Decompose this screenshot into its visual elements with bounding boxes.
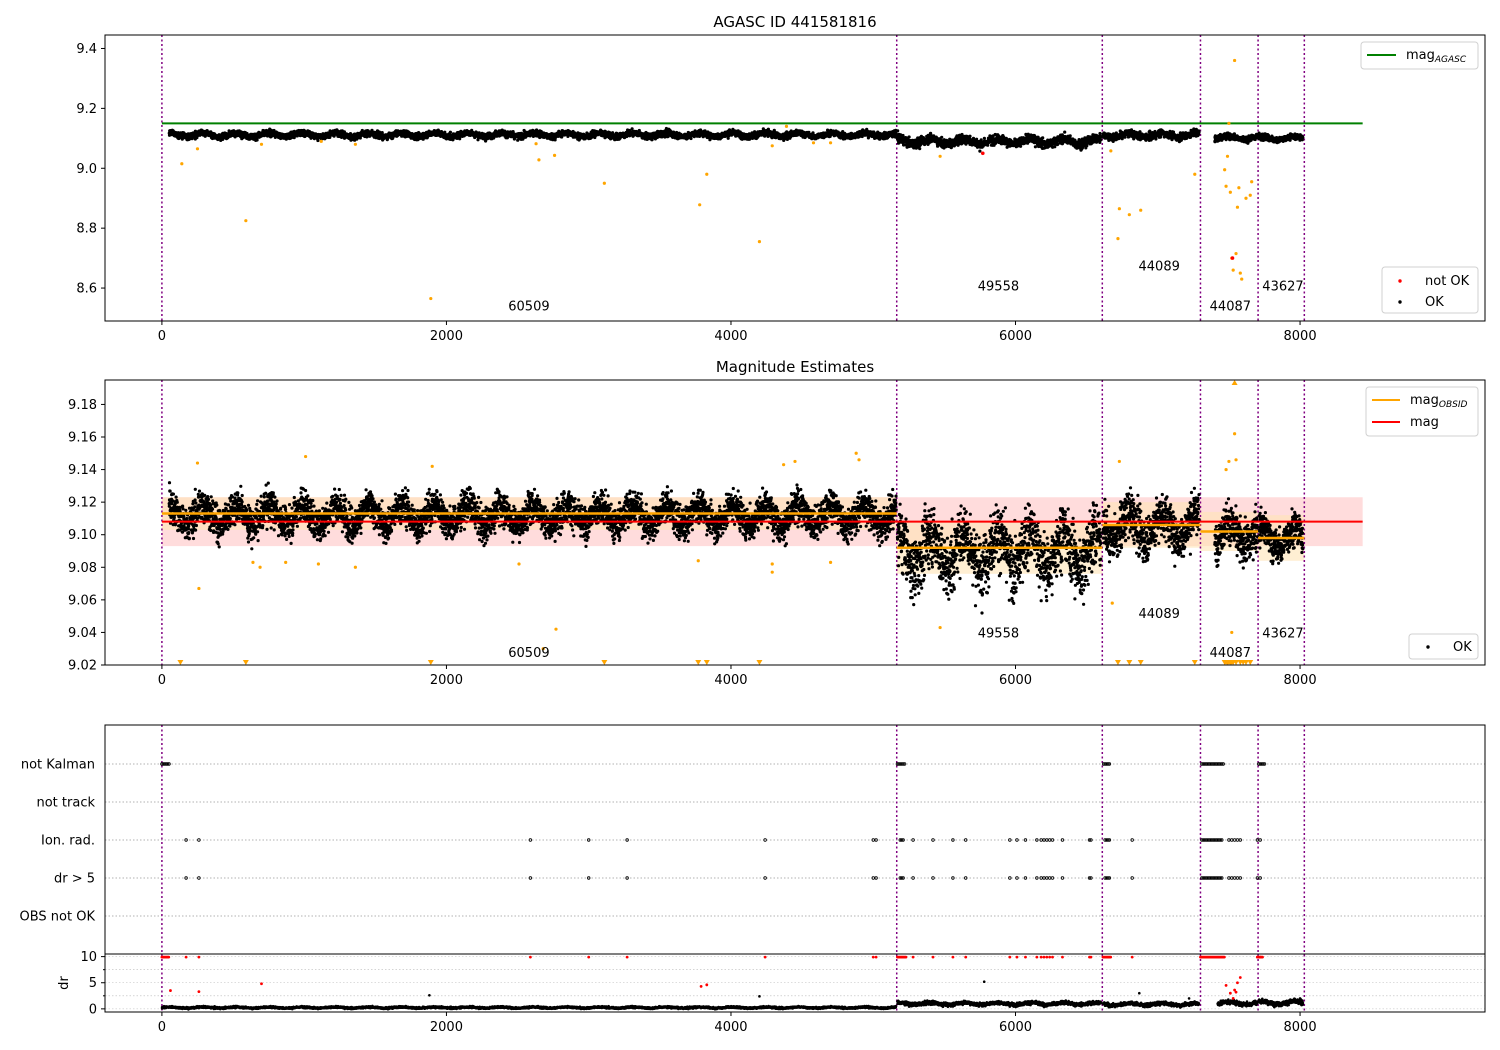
panel1-ok-points: [167, 126, 1305, 153]
panel1-ok-points-point: [316, 138, 320, 143]
panel1-ok-points-point: [940, 135, 944, 139]
panel1-ok-points-point: [227, 129, 231, 133]
panel1-ok-points-point: [689, 136, 693, 141]
panel1-ok-points-point: [448, 130, 452, 134]
panel1-ok-points-point: [968, 134, 972, 138]
panel1-ok-points-point: [978, 149, 982, 153]
panel1-title: AGASC ID 441581816: [713, 13, 876, 31]
panel1-ok-points-point: [611, 131, 615, 135]
panel1-ok-points-point: [982, 136, 987, 140]
panel1-ok-points-point: [918, 147, 922, 151]
panel1-ok-points-point: [896, 129, 900, 133]
panel1-ok-points-point: [255, 138, 259, 142]
panel1-ok-points-point: [907, 135, 911, 139]
